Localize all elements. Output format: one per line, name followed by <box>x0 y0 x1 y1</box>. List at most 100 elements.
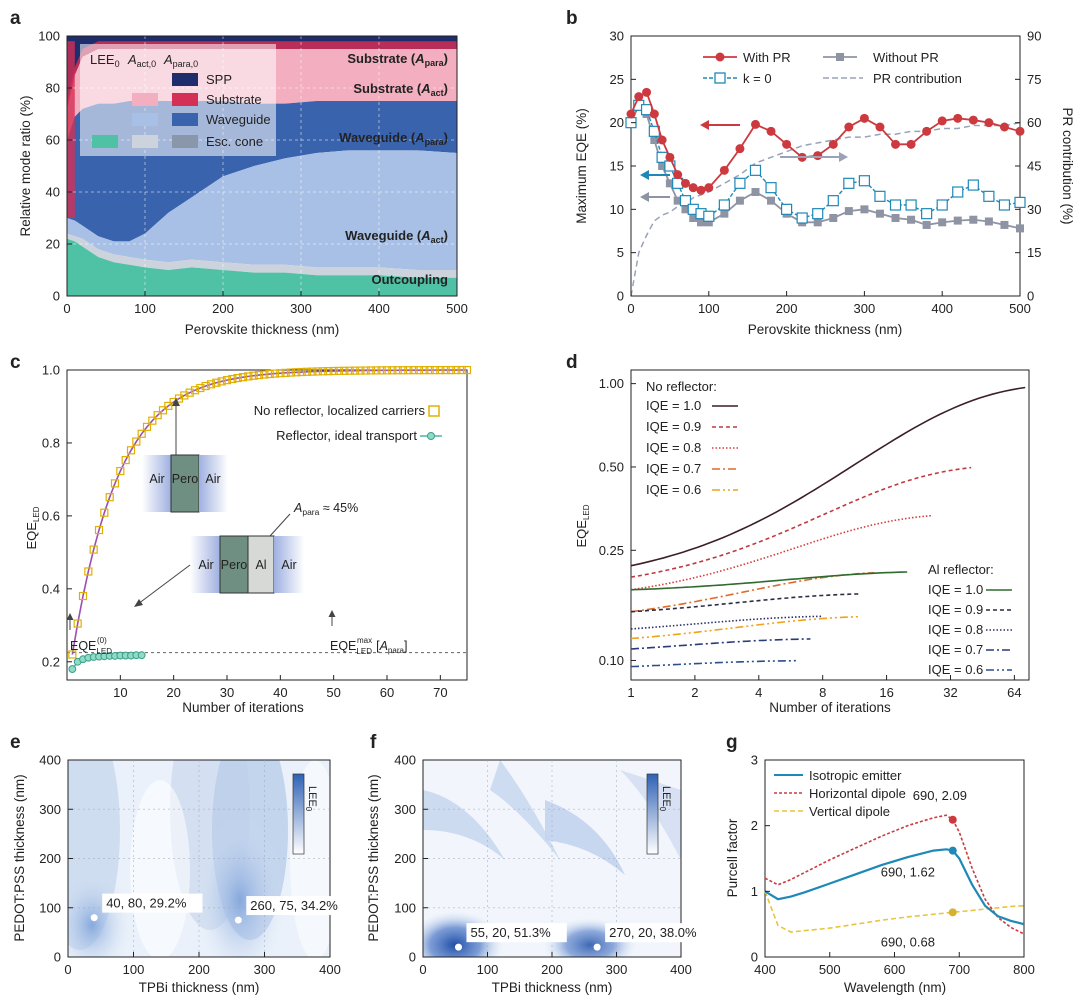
d-xtick-label: 8 <box>819 685 826 700</box>
panel-b-xlabel: Perovskite thickness (nm) <box>748 322 903 337</box>
marker-with-pr <box>696 185 706 195</box>
marker-without-pr <box>938 218 947 227</box>
panel-b-series <box>625 87 1026 297</box>
b-xtick-label: 200 <box>776 301 798 316</box>
arrow-with-pr-head <box>700 120 709 130</box>
c-xtick-label: 30 <box>220 685 234 700</box>
legend-d-label: IQE = 0.6 <box>646 482 701 497</box>
marker-with-pr <box>688 183 698 193</box>
a-ytick-label: 20 <box>46 237 60 252</box>
marker-no-reflector <box>302 367 312 376</box>
hm4-ytick-label: 200 <box>39 851 61 866</box>
b2-ytick-label: 0 <box>1027 289 1034 304</box>
hm5-ytick-label: 0 <box>409 950 416 965</box>
heatmap-f-ticks: 0 100 200 300 400 0 100 200 300 400 <box>394 753 692 978</box>
inset-air-pero-air: Air Pero Air <box>142 398 228 513</box>
b-ytick-label: 30 <box>610 29 624 44</box>
marker-with-pr <box>953 113 963 123</box>
hm5-ytick-label: 300 <box>394 802 416 817</box>
marker-with-pr <box>906 139 916 149</box>
legend-b-k0: k = 0 <box>743 71 772 86</box>
marker-with-pr <box>766 126 776 136</box>
legend-c-marker-reflector <box>427 432 435 440</box>
marker-no-reflector <box>297 367 306 377</box>
g-xtick-label: 500 <box>819 962 841 977</box>
heatmap-point-label-bg <box>466 923 567 943</box>
series-isotropic <box>764 848 1025 926</box>
marker-no-reflector <box>222 376 232 385</box>
a-ytick-label: 80 <box>46 81 60 96</box>
marker-without-pr <box>689 214 698 222</box>
marker-reflector <box>68 665 77 673</box>
d-xtick-label: 32 <box>943 685 957 700</box>
c-ytick-label: 0.6 <box>42 508 60 523</box>
b2-ytick-label: 60 <box>1027 115 1041 130</box>
a-xtick-label: 0 <box>63 301 70 316</box>
purcell-point-label: 690, 1.62 <box>881 865 935 880</box>
marker-without-pr <box>681 205 690 214</box>
annot-eqe0-head <box>66 613 74 620</box>
purcell-point-label: 690, 2.09 <box>913 788 967 803</box>
series-d-al-reflector-07 <box>630 638 811 650</box>
marker-no-reflector <box>233 373 242 383</box>
marker-no-reflector <box>382 366 392 375</box>
panel-d-xlabel: Number of iterations <box>769 700 891 715</box>
marker-no-reflector <box>404 366 413 375</box>
legend-d-label: IQE = 0.7 <box>646 461 701 476</box>
c-xtick-label: 20 <box>166 685 180 700</box>
marker-no-reflector <box>201 381 210 391</box>
label-outcoupling: Outcoupling <box>371 272 448 287</box>
marker-no-reflector <box>361 366 370 375</box>
legend-b-marker-with-pr <box>715 52 725 62</box>
panel-a-xlabel: Perovskite thickness (nm) <box>185 322 340 337</box>
marker-no-reflector <box>292 368 301 377</box>
marker-without-pr <box>767 196 776 205</box>
marker-with-pr <box>750 119 760 129</box>
panel-b-ticks: 0 100 200 300 400 500051015202530015304560759… <box>610 29 1042 317</box>
marker-no-reflector <box>425 366 434 375</box>
marker-k0 <box>843 177 855 189</box>
marker-no-reflector <box>190 386 200 395</box>
label-substrate-act: Substrate (Aact) <box>353 81 448 98</box>
panel-letter-c: c <box>10 352 21 373</box>
heatmap-f-points: 55, 20, 51.3% 270, 20, 38.0% <box>454 923 713 951</box>
a-ytick-label: 40 <box>46 185 60 200</box>
marker-k0 <box>983 190 995 202</box>
d-xtick-label: 4 <box>755 685 762 700</box>
panel-a-ticks: 0 100 200 300 400 500 0 20 40 60 80 100 <box>38 29 468 317</box>
panel-c-annotations: EQELED(0) EQELEDmax [Apara] <box>66 610 407 656</box>
inset2-label-air-1: Air <box>198 558 213 572</box>
heatmap-f-hot-1 <box>423 910 505 957</box>
marker-k0 <box>640 104 653 116</box>
marker-no-reflector <box>324 367 333 376</box>
inset-air-pero-al-air: Air Pero Al Air Apara ≈ 45% <box>134 501 358 607</box>
c-ytick-label: 0.2 <box>42 654 60 669</box>
legend-c-marker-no-reflector <box>428 405 440 417</box>
marker-with-pr <box>984 118 994 128</box>
c-xtick-label: 40 <box>273 685 287 700</box>
hm5-xtick-label: 400 <box>670 962 692 977</box>
swatch-substrate-act <box>132 93 158 106</box>
b-ytick-label: 0 <box>617 289 624 304</box>
legend-g-horizontal: Horizontal dipole <box>809 786 906 801</box>
marker-no-reflector <box>366 366 376 375</box>
marker-with-pr <box>999 122 1009 132</box>
d-xtick-label: 16 <box>879 685 893 700</box>
label-waveguide-para: Waveguide (Apara) <box>339 130 448 147</box>
g-ytick-label: 3 <box>751 753 758 768</box>
hm4-ytick-label: 300 <box>39 802 61 817</box>
legend-d-label: IQE = 0.9 <box>646 419 701 434</box>
marker-k0 <box>734 177 746 189</box>
marker-no-reflector <box>345 366 354 375</box>
marker-k0 <box>905 199 917 211</box>
marker-without-pr <box>720 209 729 218</box>
marker-no-reflector <box>393 366 402 375</box>
d-xtick-label: 1 <box>627 685 634 700</box>
marker-no-reflector <box>78 591 88 601</box>
inset2-apara-label: Apara ≈ 45% <box>293 501 358 517</box>
b-xtick-label: 0 <box>627 301 634 316</box>
marker-no-reflector <box>281 368 290 377</box>
marker-no-reflector <box>249 371 258 380</box>
a-xtick-label: 500 <box>446 301 468 316</box>
hm5-xtick-label: 200 <box>541 962 563 977</box>
